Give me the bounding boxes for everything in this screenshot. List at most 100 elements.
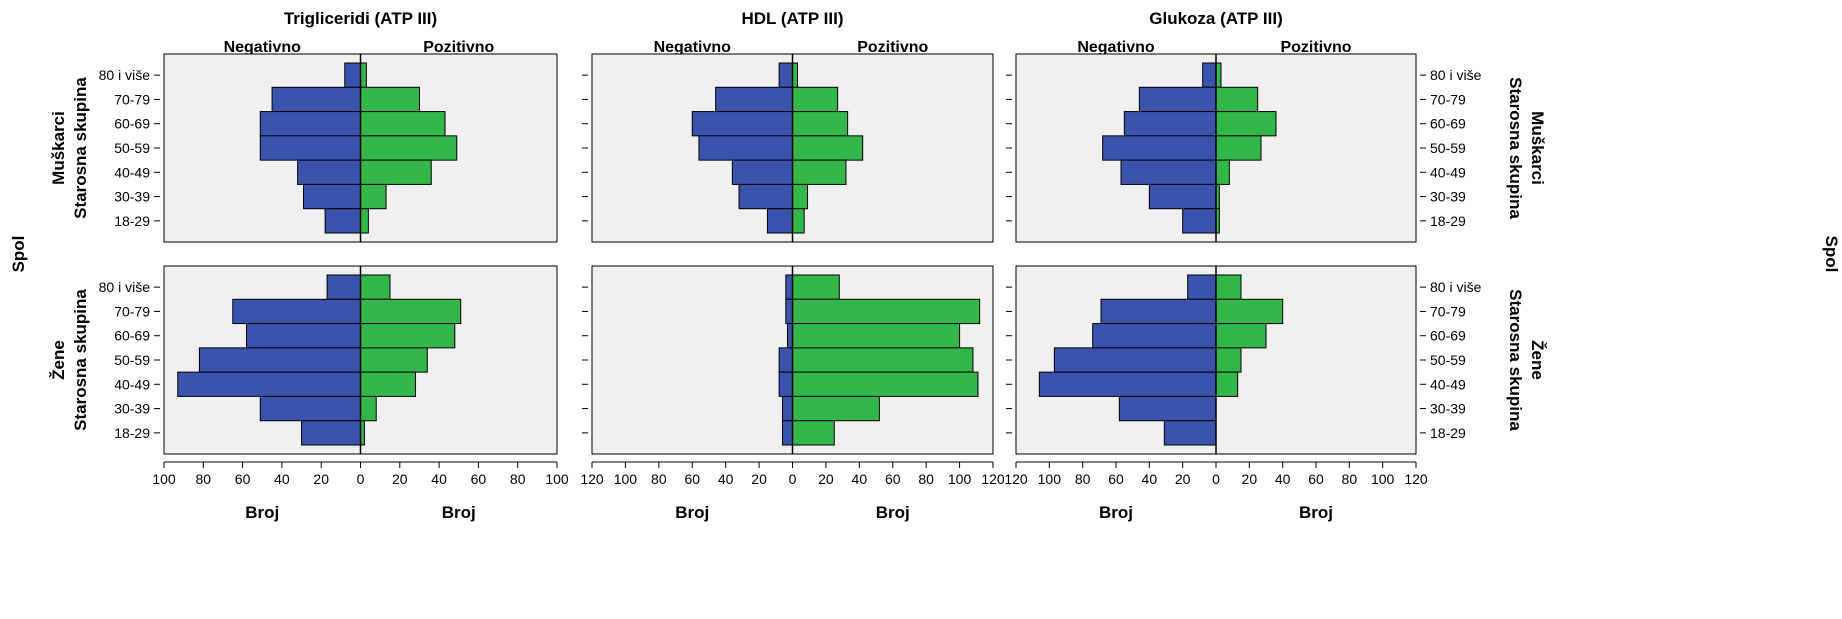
category-label-left: 50-59: [114, 352, 150, 368]
category-label-left: 80 i više: [99, 67, 151, 83]
bar-negative-hdl-atp-iii-zene-70-79: [785, 298, 793, 325]
bar-negative-trigliceridi-atp-iii-zene-18-29: [301, 420, 361, 446]
bar-negative-trigliceridi-atp-iii-zene-30-39: [259, 395, 361, 422]
x-tick-label: 0: [1212, 471, 1220, 487]
x-tick-label: 20: [1175, 471, 1191, 487]
x-tick-label: 80: [510, 471, 526, 487]
x-tick-label: 60: [1308, 471, 1324, 487]
bar-negative-hdl-atp-iii-muskarci-18-29: [766, 208, 793, 234]
bar-negative-glukoza-atp-iii-zene-70-79: [1100, 298, 1217, 325]
bar-negative-hdl-atp-iii-muskarci-70-79: [715, 86, 793, 113]
category-label-right: 40-49: [1430, 164, 1466, 180]
category-axis-label-left: Starosna skupina: [71, 289, 90, 431]
x-tick-label: 60: [684, 471, 700, 487]
side-label-negative: Negativno: [224, 39, 302, 56]
bar-positive-glukoza-atp-iii-zene-70-79: [1215, 298, 1284, 325]
panel-title: Glukoza (ATP III): [1149, 9, 1283, 28]
bar-negative-hdl-atp-iii-zene-40-49: [778, 371, 794, 397]
side-label-positive: Pozitivno: [423, 39, 494, 56]
bar-positive-glukoza-atp-iii-zene-60-69: [1215, 323, 1267, 349]
bar-negative-glukoza-atp-iii-zene-50-59: [1053, 347, 1217, 373]
bar-positive-trigliceridi-atp-iii-zene-40-49: [360, 371, 417, 397]
x-tick-label: 40: [1142, 471, 1158, 487]
x-tick-label: 40: [718, 471, 734, 487]
category-label-right: 18-29: [1430, 213, 1466, 229]
category-label-left: 40-49: [114, 376, 150, 392]
x-tick-label: 100: [1038, 471, 1062, 487]
bar-positive-hdl-atp-iii-muskarci-60-69: [792, 111, 849, 137]
x-axis-label-positive: Broj: [1299, 503, 1333, 522]
bar-negative-glukoza-atp-iii-muskarci-60-69: [1123, 111, 1217, 137]
bar-negative-glukoza-atp-iii-zene-30-39: [1118, 395, 1217, 422]
bar-positive-trigliceridi-atp-iii-muskarci-80-i-vise: [360, 62, 367, 88]
bar-positive-trigliceridi-atp-iii-muskarci-50-59: [360, 135, 458, 161]
category-axis-label-left: Starosna skupina: [71, 77, 90, 219]
row-label-right: Žene: [1528, 340, 1547, 380]
bar-positive-trigliceridi-atp-iii-muskarci-70-79: [360, 86, 420, 113]
category-label-left: 18-29: [114, 213, 150, 229]
category-label-right: 60-69: [1430, 116, 1466, 132]
bar-negative-glukoza-atp-iii-zene-60-69: [1092, 323, 1217, 349]
panel-title: Trigliceridi (ATP III): [284, 9, 437, 28]
bar-negative-glukoza-atp-iii-zene-40-49: [1038, 371, 1217, 397]
bar-negative-glukoza-atp-iii-zene-80-i-vise: [1187, 274, 1217, 300]
x-axis-label-positive: Broj: [876, 503, 910, 522]
bar-positive-trigliceridi-atp-iii-zene-60-69: [360, 323, 456, 349]
bar-positive-trigliceridi-atp-iii-zene-80-i-vise: [360, 274, 391, 300]
x-tick-label: 120: [981, 471, 1005, 487]
bar-negative-hdl-atp-iii-muskarci-30-39: [738, 183, 793, 210]
bar-positive-trigliceridi-atp-iii-zene-70-79: [360, 298, 462, 325]
bar-negative-glukoza-atp-iii-muskarci-18-29: [1182, 208, 1217, 234]
x-tick-label: 100: [1371, 471, 1395, 487]
bar-positive-hdl-atp-iii-muskarci-18-29: [792, 208, 805, 234]
x-tick-label: 80: [918, 471, 934, 487]
bar-negative-hdl-atp-iii-muskarci-40-49: [731, 159, 793, 185]
bar-positive-trigliceridi-atp-iii-muskarci-60-69: [360, 111, 446, 137]
bar-negative-glukoza-atp-iii-muskarci-50-59: [1102, 135, 1217, 161]
bar-positive-hdl-atp-iii-zene-70-79: [792, 298, 981, 325]
bar-negative-hdl-atp-iii-zene-60-69: [786, 323, 793, 349]
category-label-left: 18-29: [114, 425, 150, 441]
bar-positive-glukoza-atp-iii-zene-40-49: [1215, 371, 1239, 397]
x-tick-label: 40: [1275, 471, 1291, 487]
bar-positive-hdl-atp-iii-zene-50-59: [792, 347, 974, 373]
x-tick-label: 60: [235, 471, 251, 487]
bar-positive-hdl-atp-iii-muskarci-30-39: [792, 183, 809, 210]
x-tick-label: 100: [948, 471, 972, 487]
x-tick-label: 80: [196, 471, 212, 487]
bar-negative-hdl-atp-iii-zene-80-i-vise: [785, 274, 793, 300]
row-variable-label-right: Spol: [1822, 236, 1841, 273]
category-label-left: 30-39: [114, 189, 150, 205]
bar-negative-glukoza-atp-iii-muskarci-70-79: [1138, 86, 1217, 113]
category-label-right: 18-29: [1430, 425, 1466, 441]
bar-positive-trigliceridi-atp-iii-muskarci-18-29: [360, 208, 369, 234]
x-tick-label: 20: [392, 471, 408, 487]
bar-positive-hdl-atp-iii-zene-18-29: [792, 420, 835, 446]
bar-negative-glukoza-atp-iii-muskarci-40-49: [1120, 159, 1217, 185]
bar-positive-trigliceridi-atp-iii-zene-30-39: [360, 395, 377, 422]
x-axis-label-negative: Broj: [245, 503, 279, 522]
bar-negative-trigliceridi-atp-iii-zene-60-69: [246, 323, 361, 349]
category-axis-label-right: Starosna skupina: [1506, 289, 1525, 431]
bar-negative-trigliceridi-atp-iii-muskarci-40-49: [297, 159, 361, 185]
category-label-right: 70-79: [1430, 303, 1466, 319]
bar-negative-trigliceridi-atp-iii-muskarci-70-79: [271, 86, 362, 113]
bar-positive-glukoza-atp-iii-muskarci-40-49: [1215, 159, 1230, 185]
bar-positive-glukoza-atp-iii-zene-50-59: [1215, 347, 1242, 373]
x-axis-label-negative: Broj: [675, 503, 709, 522]
x-axis-label-positive: Broj: [442, 503, 476, 522]
category-label-right: 40-49: [1430, 376, 1466, 392]
x-tick-label: 20: [751, 471, 767, 487]
bar-positive-glukoza-atp-iii-muskarci-50-59: [1215, 135, 1262, 161]
x-tick-label: 20: [313, 471, 329, 487]
bar-negative-trigliceridi-atp-iii-zene-50-59: [198, 347, 361, 373]
x-tick-label: 40: [431, 471, 447, 487]
bar-negative-hdl-atp-iii-zene-18-29: [781, 420, 793, 446]
side-label-negative: Negativno: [1077, 39, 1155, 56]
x-tick-label: 60: [885, 471, 901, 487]
bar-positive-hdl-atp-iii-muskarci-80-i-vise: [792, 62, 799, 88]
bar-negative-hdl-atp-iii-muskarci-50-59: [698, 135, 794, 161]
category-label-left: 60-69: [114, 328, 150, 344]
